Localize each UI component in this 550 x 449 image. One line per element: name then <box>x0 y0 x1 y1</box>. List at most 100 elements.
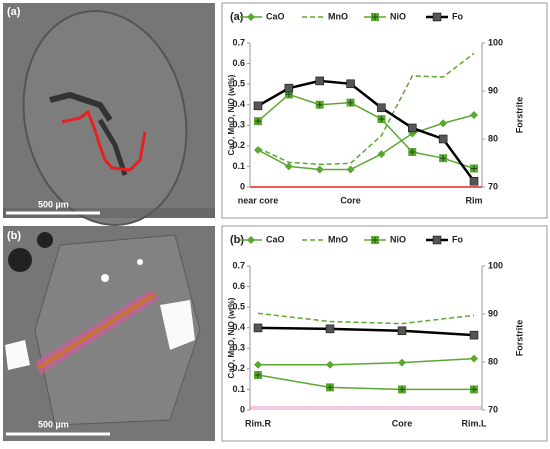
marker <box>247 13 255 21</box>
marker <box>315 100 324 109</box>
y-tick-label: 0.4 <box>232 322 245 332</box>
legend-label: CaO <box>266 234 285 244</box>
baseline-band <box>250 406 482 410</box>
marker <box>346 79 355 89</box>
y2-axis-label: Forstrite <box>514 97 524 134</box>
legend-label: MnO <box>328 234 348 244</box>
marker <box>438 134 448 144</box>
marker <box>326 360 334 369</box>
marker <box>432 12 442 22</box>
marker <box>254 360 262 369</box>
x-tick-label: Core <box>340 195 361 205</box>
legend-label: Fo <box>452 234 463 244</box>
marker <box>377 103 386 113</box>
marker <box>470 354 478 363</box>
marker <box>253 101 263 111</box>
marker <box>326 383 334 392</box>
series-line <box>258 357 475 366</box>
legend-label: NiO <box>390 234 406 244</box>
y2-tick-label: 100 <box>488 37 503 47</box>
marker <box>247 236 255 244</box>
legend-label: MnO <box>328 11 348 21</box>
y-tick-label: 0.6 <box>232 58 245 68</box>
marker <box>470 164 478 173</box>
series-line <box>257 79 476 182</box>
series-line <box>257 312 475 325</box>
y-tick-label: 0 <box>240 181 245 191</box>
y-tick-label: 0.7 <box>232 37 245 47</box>
y2-tick-label: 80 <box>488 356 498 366</box>
marker <box>469 330 479 340</box>
series-line <box>257 52 475 166</box>
panel-label: (a) <box>7 6 21 18</box>
y2-axis-label: Forstrite <box>514 320 524 357</box>
y-tick-label: 0.4 <box>232 99 245 109</box>
y-axis-label: CaO, MnO, NiO (wt%) <box>227 74 236 155</box>
marker <box>371 236 379 244</box>
y2-tick-label: 100 <box>488 260 503 270</box>
marker <box>284 83 294 93</box>
y2-tick-label: 90 <box>488 85 498 95</box>
y-tick-label: 0.7 <box>232 260 245 270</box>
marker <box>408 148 417 157</box>
x-tick-label: Rim.R <box>245 418 272 428</box>
series-line <box>257 374 474 391</box>
legend-label: Fo <box>452 11 463 21</box>
marker <box>371 13 379 21</box>
marker <box>408 123 417 133</box>
y-tick-label: 0.1 <box>232 384 245 394</box>
marker <box>253 323 263 333</box>
x-tick-label: Rim.L <box>461 418 487 428</box>
y2-tick-label: 70 <box>488 404 498 414</box>
y-tick-label: 0.3 <box>232 343 245 353</box>
y-tick-label: 0.5 <box>232 302 245 312</box>
series-line <box>257 93 475 170</box>
marker <box>254 117 262 126</box>
marker <box>346 165 355 174</box>
y-tick-label: 0 <box>240 404 245 414</box>
marker <box>325 324 335 334</box>
marker <box>439 154 448 163</box>
x-tick-label: Rim <box>465 195 482 205</box>
marker <box>470 385 478 394</box>
y-tick-label: 0.5 <box>232 79 245 89</box>
chart-title: (a) <box>230 11 244 23</box>
legend-label: NiO <box>390 11 406 21</box>
marker <box>254 371 262 380</box>
y2-tick-label: 80 <box>488 133 498 143</box>
series-line <box>257 114 475 171</box>
micrograph-a: 500 µm (a) <box>3 3 215 226</box>
y2-tick-label: 70 <box>488 181 498 191</box>
marker <box>284 90 293 99</box>
marker <box>377 115 386 124</box>
y-tick-label: 0.1 <box>232 161 245 171</box>
marker <box>470 111 478 119</box>
marker <box>377 150 386 159</box>
marker <box>398 385 406 394</box>
chart-frame <box>221 2 548 219</box>
marker <box>346 98 355 107</box>
y-tick-label: 0.3 <box>232 120 245 130</box>
marker <box>315 76 324 86</box>
marker <box>469 176 479 186</box>
y-axis-label: CaO, MnO, NiO (wt%) <box>227 297 236 378</box>
y-tick-label: 0.2 <box>232 363 245 373</box>
marker <box>432 235 442 245</box>
marker <box>397 326 407 336</box>
series-line <box>257 326 475 337</box>
scale-label: 500 µm <box>38 419 69 429</box>
scale-label: 500 µm <box>38 199 69 209</box>
x-tick-label: near core <box>238 195 279 205</box>
marker <box>398 358 406 367</box>
marker <box>439 119 448 128</box>
legend-label: CaO <box>266 11 285 21</box>
micrograph-b: 500 µm (b) <box>3 226 215 441</box>
x-tick-label: Core <box>392 418 413 428</box>
marker <box>315 165 324 174</box>
y-tick-label: 0.2 <box>232 140 245 150</box>
chart-frame <box>221 225 548 442</box>
marker <box>254 145 262 154</box>
y-tick-label: 0.6 <box>232 281 245 291</box>
y2-tick-label: 90 <box>488 308 498 318</box>
